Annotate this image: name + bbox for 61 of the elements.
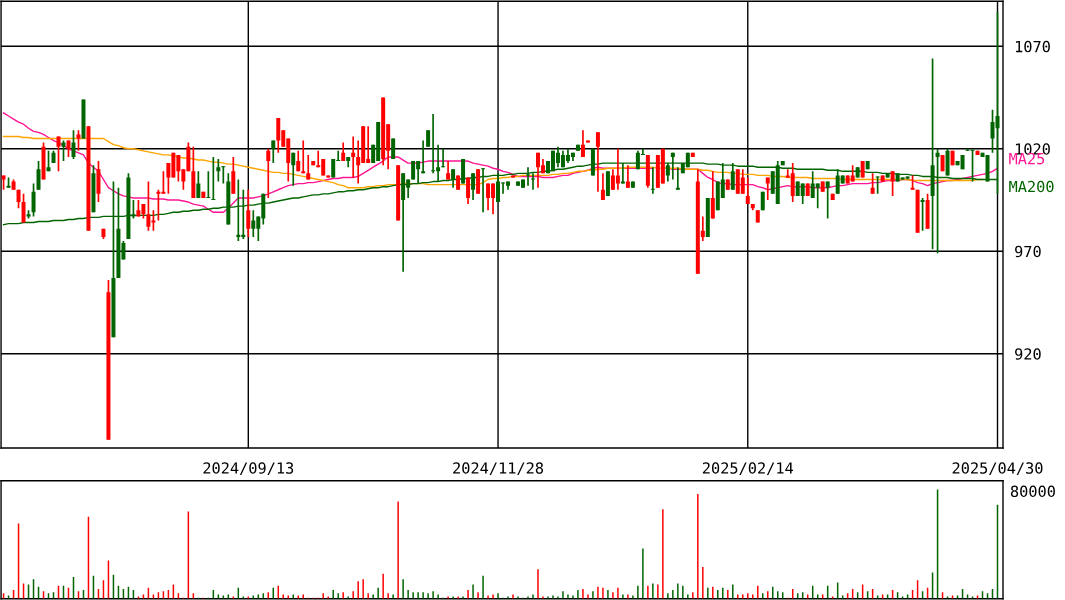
candlestick	[615, 147, 620, 191]
candlestick	[306, 154, 311, 181]
x-tick-label: 2025/02/14	[702, 462, 794, 475]
candlestick	[421, 139, 426, 175]
candlestick	[740, 168, 745, 195]
candlestick	[765, 176, 770, 201]
x-tick-label: 2025/04/30	[952, 462, 1043, 475]
candlestick	[441, 147, 446, 169]
text: 80000	[1010, 485, 1055, 498]
candlestick	[815, 182, 820, 210]
candlestick	[595, 131, 600, 193]
candlestick	[351, 135, 356, 179]
y-tick-label: 920	[1015, 348, 1041, 360]
candlestick	[196, 170, 201, 199]
candlestick	[531, 172, 535, 191]
candlestick	[675, 166, 680, 191]
candlestick	[625, 164, 630, 189]
candlestick	[221, 165, 226, 185]
candlestick	[216, 158, 221, 183]
candlestick	[231, 156, 236, 195]
candlestick	[920, 197, 925, 232]
candlestick	[446, 160, 451, 181]
candlestick	[600, 172, 605, 201]
x-tick-label: 2024/11/28	[453, 462, 544, 475]
candlestick	[650, 166, 655, 195]
candlestick	[526, 166, 530, 187]
candlestick	[206, 170, 211, 199]
candlestick	[266, 147, 271, 199]
candlestick	[451, 168, 456, 189]
candlestick	[411, 160, 416, 181]
candlestick	[146, 180, 151, 232]
candlestick	[71, 129, 76, 160]
candlestick	[481, 167, 486, 214]
candlestick	[276, 117, 281, 154]
candlestick	[76, 129, 81, 152]
candlestick	[710, 170, 715, 220]
candlestick	[251, 209, 256, 238]
y-tick-label: 970	[1015, 245, 1041, 258]
candlestick	[486, 182, 491, 212]
candlestick	[301, 139, 306, 175]
candlestick	[471, 172, 476, 201]
candlestick	[56, 135, 61, 173]
candlestick	[291, 152, 296, 187]
candlestick	[496, 172, 501, 203]
candlestick	[246, 188, 251, 238]
y-tick-label: 1070	[1015, 40, 1050, 53]
candlestick	[31, 182, 36, 218]
x-tick-label: 2024/09/13	[203, 462, 294, 475]
candlestick	[790, 162, 795, 203]
candlestick	[580, 129, 585, 158]
candlestick	[890, 170, 895, 197]
candlestick	[431, 113, 436, 175]
candlestick	[156, 188, 161, 222]
candlestick	[870, 172, 875, 195]
candlestick	[211, 156, 216, 201]
series-label: MA200	[1009, 180, 1054, 193]
candlestick	[466, 176, 471, 205]
candlestick	[21, 193, 26, 224]
candlestick	[745, 176, 750, 205]
candlestick	[825, 180, 830, 220]
candlestick	[36, 160, 41, 191]
